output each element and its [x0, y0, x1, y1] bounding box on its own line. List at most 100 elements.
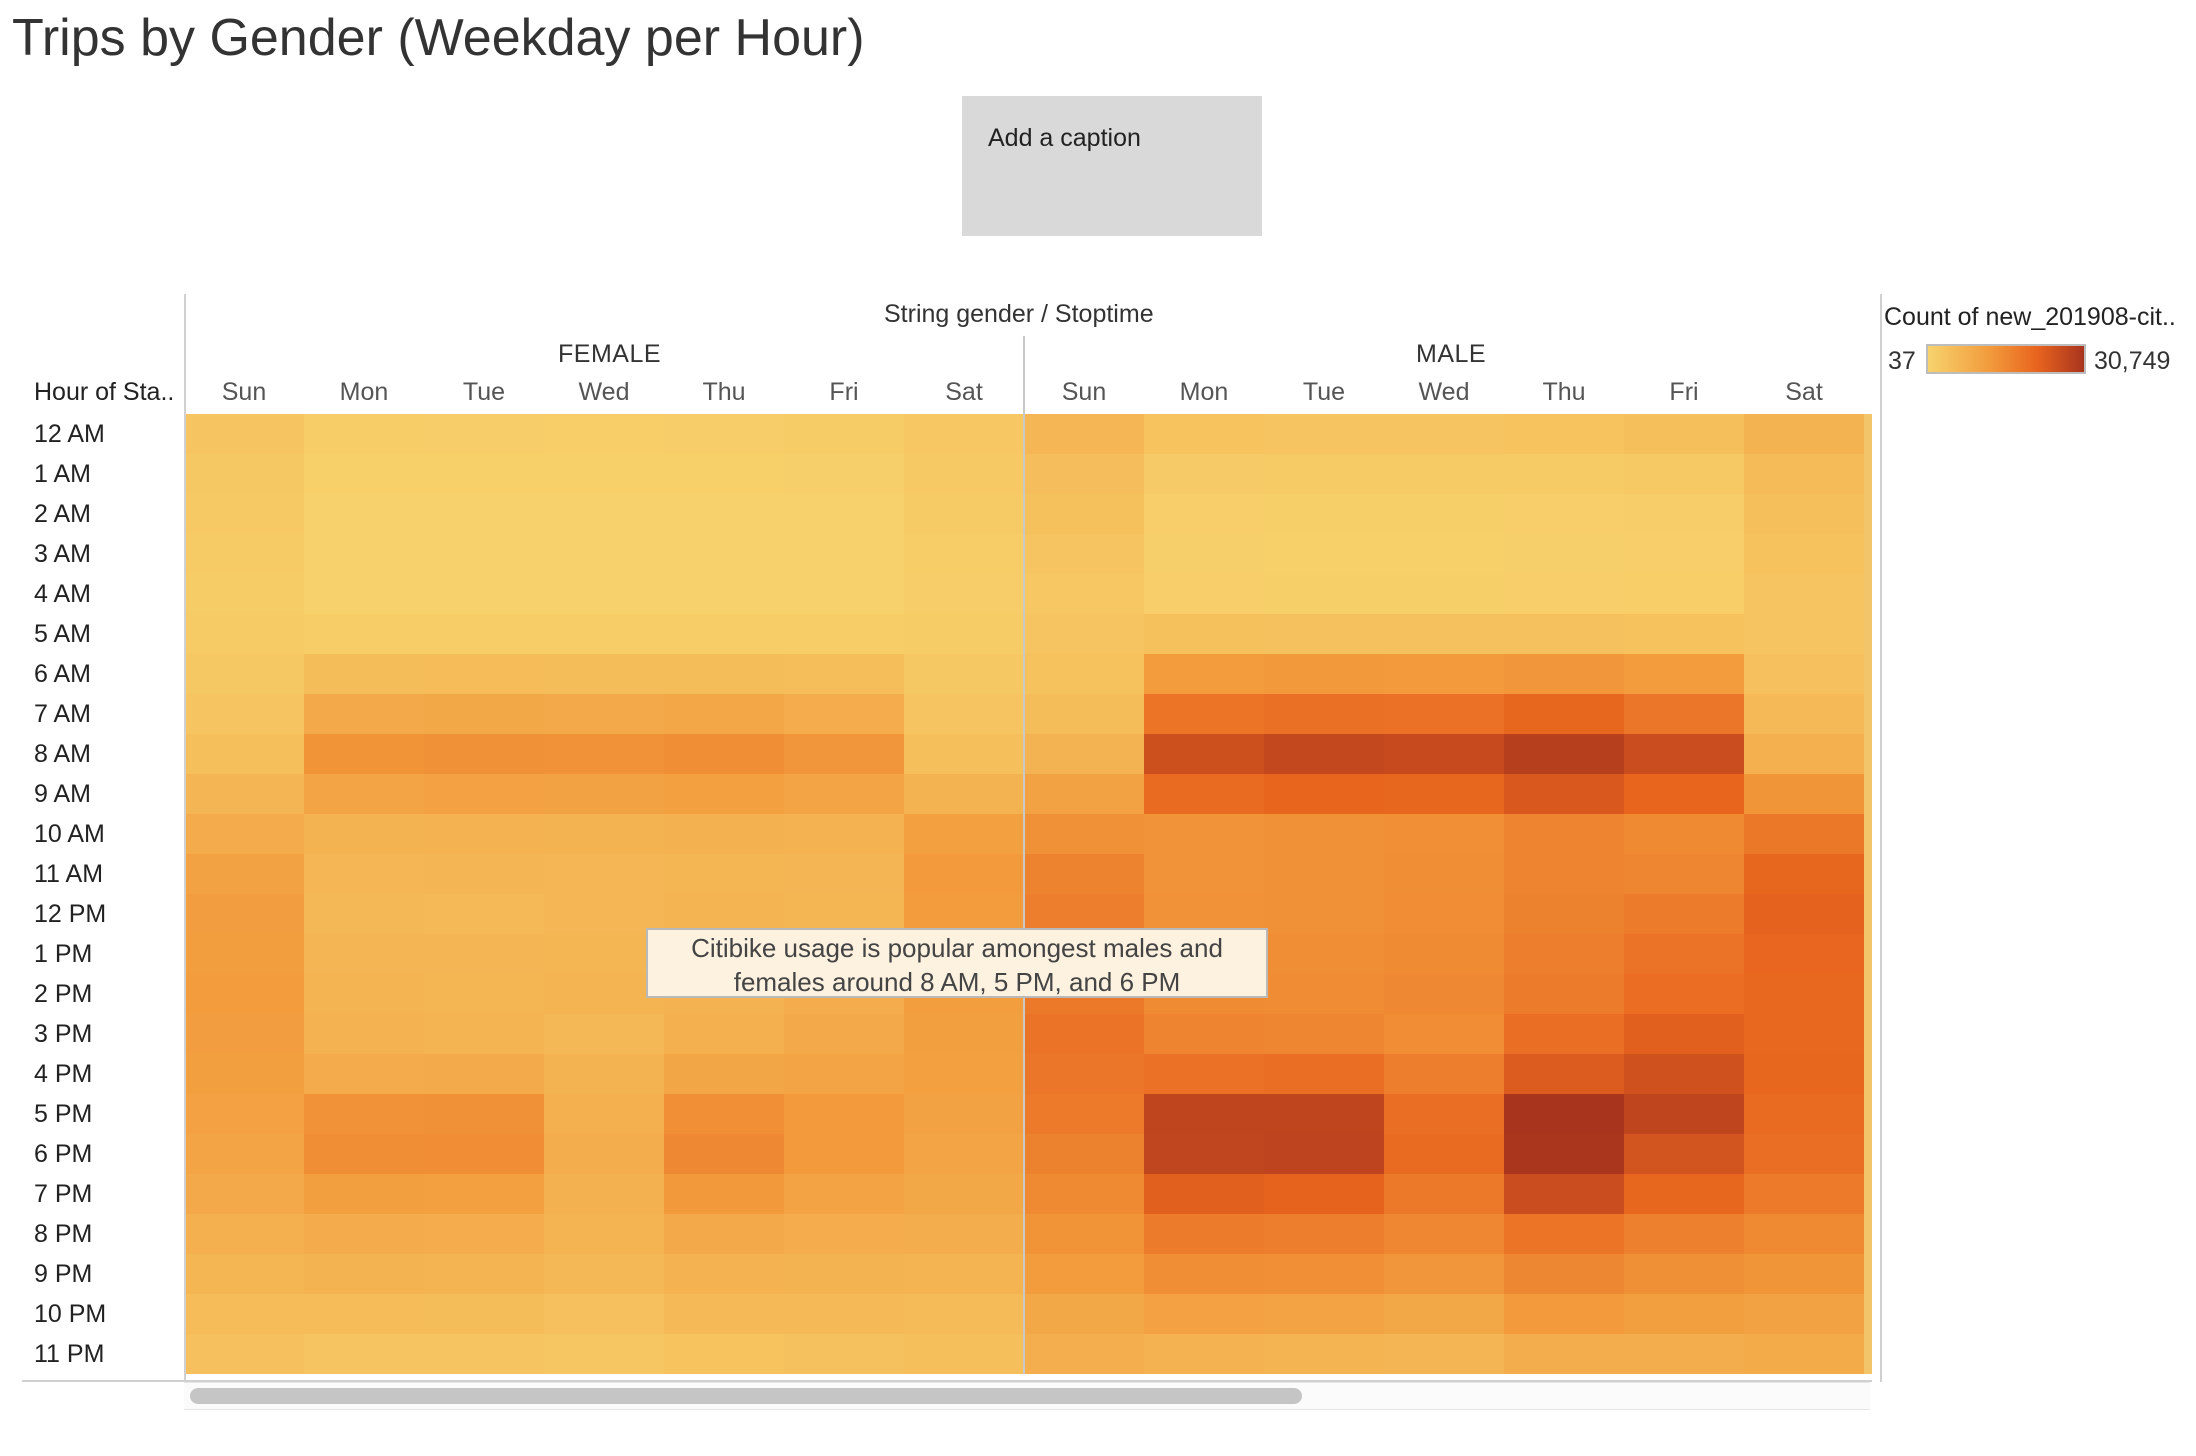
heatmap-cell-male-fri-23[interactable] — [1624, 1334, 1744, 1374]
heatmap-cell-female-sat-20[interactable] — [904, 1214, 1024, 1254]
heatmap-cell-male-sun-20[interactable] — [1024, 1214, 1144, 1254]
heatmap-cell-male-wed-7[interactable] — [1384, 694, 1504, 734]
heatmap-cell-female-wed-19[interactable] — [544, 1174, 664, 1214]
heatmap-cell-female-fri-1[interactable] — [784, 454, 904, 494]
heatmap-cell-male-tue-16[interactable] — [1264, 1054, 1384, 1094]
heatmap-cell-female-wed-17[interactable] — [544, 1094, 664, 1134]
heatmap-cell-female-sat-2[interactable] — [904, 494, 1024, 534]
heatmap-cell-female-thu-7[interactable] — [664, 694, 784, 734]
heatmap-cell-female-sun-20[interactable] — [184, 1214, 304, 1254]
heatmap-cell-female-sat-17[interactable] — [904, 1094, 1024, 1134]
heatmap-cell-female-thu-20[interactable] — [664, 1214, 784, 1254]
heatmap-cell-male-sun-9[interactable] — [1024, 774, 1144, 814]
heatmap-cell-female-fri-2[interactable] — [784, 494, 904, 534]
heatmap-cell-male-sat-19[interactable] — [1744, 1174, 1864, 1214]
heatmap-cell-male-sun-21[interactable] — [1024, 1254, 1144, 1294]
heatmap-cell-female-wed-11[interactable] — [544, 854, 664, 894]
heatmap-cell-female-thu-23[interactable] — [664, 1334, 784, 1374]
heatmap-cell-female-fri-8[interactable] — [784, 734, 904, 774]
heatmap-cell-female-wed-2[interactable] — [544, 494, 664, 534]
heatmap-cell-male-fri-19[interactable] — [1624, 1174, 1744, 1214]
heatmap-cell-female-mon-13[interactable] — [304, 934, 424, 974]
heatmap-cell-male-mon-3[interactable] — [1144, 534, 1264, 574]
heatmap-cell-male-thu-2[interactable] — [1504, 494, 1624, 534]
heatmap-cell-female-sun-10[interactable] — [184, 814, 304, 854]
heatmap-cell-male-sun-3[interactable] — [1024, 534, 1144, 574]
heatmap-cell-male-fri-9[interactable] — [1624, 774, 1744, 814]
heatmap-cell-male-sat-22[interactable] — [1744, 1294, 1864, 1334]
heatmap-cell-male-thu-1[interactable] — [1504, 454, 1624, 494]
heatmap-cell-female-sun-15[interactable] — [184, 1014, 304, 1054]
heatmap-cell-male-sun-0[interactable] — [1024, 414, 1144, 454]
heatmap-cell-male-fri-4[interactable] — [1624, 574, 1744, 614]
heatmap-cell-male-wed-4[interactable] — [1384, 574, 1504, 614]
heatmap-cell-female-tue-13[interactable] — [424, 934, 544, 974]
heatmap-cell-female-sat-9[interactable] — [904, 774, 1024, 814]
heatmap-cell-male-tue-2[interactable] — [1264, 494, 1384, 534]
heatmap-cell-female-thu-22[interactable] — [664, 1294, 784, 1334]
heatmap-cell-male-sun-23[interactable] — [1024, 1334, 1144, 1374]
heatmap-cell-male-wed-14[interactable] — [1384, 974, 1504, 1014]
heatmap-cell-male-sat-16[interactable] — [1744, 1054, 1864, 1094]
heatmap-cell-female-mon-22[interactable] — [304, 1294, 424, 1334]
heatmap-cell-male-thu-8[interactable] — [1504, 734, 1624, 774]
heatmap-cell-male-tue-5[interactable] — [1264, 614, 1384, 654]
heatmap-cell-male-thu-0[interactable] — [1504, 414, 1624, 454]
heatmap-cell-female-thu-17[interactable] — [664, 1094, 784, 1134]
heatmap-cell-female-tue-20[interactable] — [424, 1214, 544, 1254]
heatmap-cell-male-thu-16[interactable] — [1504, 1054, 1624, 1094]
heatmap-cell-male-tue-12[interactable] — [1264, 894, 1384, 934]
heatmap-cell-male-thu-4[interactable] — [1504, 574, 1624, 614]
heatmap-cell-male-mon-16[interactable] — [1144, 1054, 1264, 1094]
heatmap-cell-female-mon-3[interactable] — [304, 534, 424, 574]
heatmap-cell-male-sun-11[interactable] — [1024, 854, 1144, 894]
heatmap-cell-male-fri-14[interactable] — [1624, 974, 1744, 1014]
heatmap-cell-male-fri-20[interactable] — [1624, 1214, 1744, 1254]
heatmap-cell-female-fri-16[interactable] — [784, 1054, 904, 1094]
heatmap-cell-male-thu-23[interactable] — [1504, 1334, 1624, 1374]
heatmap-cell-female-wed-18[interactable] — [544, 1134, 664, 1174]
heatmap-cell-male-sun-6[interactable] — [1024, 654, 1144, 694]
heatmap-cell-female-wed-12[interactable] — [544, 894, 664, 934]
heatmap-cell-male-sat-7[interactable] — [1744, 694, 1864, 734]
heatmap-cell-female-thu-4[interactable] — [664, 574, 784, 614]
heatmap-cell-female-tue-3[interactable] — [424, 534, 544, 574]
heatmap-cell-male-sun-7[interactable] — [1024, 694, 1144, 734]
heatmap-cell-female-wed-13[interactable] — [544, 934, 664, 974]
heatmap-cell-female-tue-14[interactable] — [424, 974, 544, 1014]
heatmap-cell-female-tue-10[interactable] — [424, 814, 544, 854]
heatmap-cell-male-fri-7[interactable] — [1624, 694, 1744, 734]
heatmap-cell-male-wed-12[interactable] — [1384, 894, 1504, 934]
heatmap-cell-female-sun-13[interactable] — [184, 934, 304, 974]
heatmap-cell-male-fri-3[interactable] — [1624, 534, 1744, 574]
heatmap-cell-male-wed-18[interactable] — [1384, 1134, 1504, 1174]
heatmap-cell-female-fri-21[interactable] — [784, 1254, 904, 1294]
heatmap-cell-female-sat-6[interactable] — [904, 654, 1024, 694]
heatmap-cell-male-sat-4[interactable] — [1744, 574, 1864, 614]
heatmap-cell-male-sat-8[interactable] — [1744, 734, 1864, 774]
heatmap-cell-male-wed-23[interactable] — [1384, 1334, 1504, 1374]
heatmap-cell-male-sun-15[interactable] — [1024, 1014, 1144, 1054]
heatmap-cell-female-tue-17[interactable] — [424, 1094, 544, 1134]
heatmap-cell-female-sat-8[interactable] — [904, 734, 1024, 774]
heatmap-cell-female-thu-9[interactable] — [664, 774, 784, 814]
heatmap-cell-female-wed-21[interactable] — [544, 1254, 664, 1294]
heatmap-cell-female-sun-3[interactable] — [184, 534, 304, 574]
heatmap-cell-female-mon-17[interactable] — [304, 1094, 424, 1134]
heatmap-cell-male-sat-11[interactable] — [1744, 854, 1864, 894]
heatmap-cell-male-tue-14[interactable] — [1264, 974, 1384, 1014]
heatmap-cell-female-fri-9[interactable] — [784, 774, 904, 814]
heatmap-cell-female-wed-6[interactable] — [544, 654, 664, 694]
heatmap-cell-female-wed-4[interactable] — [544, 574, 664, 614]
heatmap-cell-male-fri-8[interactable] — [1624, 734, 1744, 774]
heatmap-cell-male-wed-3[interactable] — [1384, 534, 1504, 574]
heatmap-cell-male-mon-11[interactable] — [1144, 854, 1264, 894]
heatmap-cell-male-mon-15[interactable] — [1144, 1014, 1264, 1054]
heatmap-cell-male-wed-21[interactable] — [1384, 1254, 1504, 1294]
heatmap-cell-male-mon-0[interactable] — [1144, 414, 1264, 454]
heatmap-cell-male-wed-6[interactable] — [1384, 654, 1504, 694]
heatmap-cell-male-tue-9[interactable] — [1264, 774, 1384, 814]
heatmap-cell-male-mon-12[interactable] — [1144, 894, 1264, 934]
heatmap-cell-male-tue-6[interactable] — [1264, 654, 1384, 694]
heatmap-cell-female-sun-7[interactable] — [184, 694, 304, 734]
